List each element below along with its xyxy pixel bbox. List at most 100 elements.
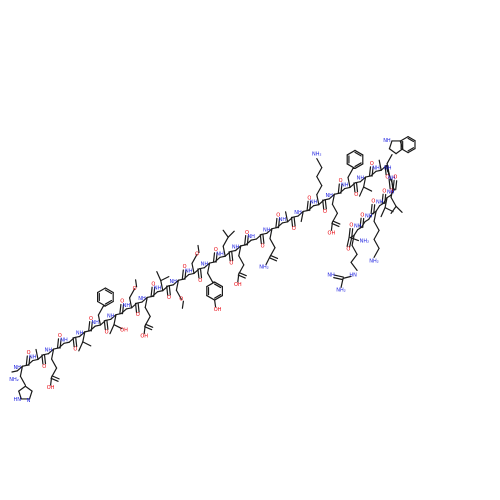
backbone-bond — [364, 218, 370, 223]
side-chain-bond — [113, 314, 117, 326]
aromatic-ring-bond — [214, 294, 223, 301]
carboxyl-bond — [238, 272, 247, 277]
backbone-bond — [203, 262, 211, 269]
carbonyl-oxygen-label: O — [360, 212, 364, 218]
backbone-bond — [375, 169, 382, 172]
carbonyl-bond — [106, 319, 109, 330]
bond-layer — [11, 136, 416, 400]
amide-nitrogen-label: NH — [216, 251, 224, 257]
aromatic-ring-bond — [354, 163, 364, 170]
side-chain-bond — [207, 262, 211, 274]
side-chain-bond — [238, 255, 245, 266]
side-chain-bond — [129, 297, 133, 309]
backbone-bond — [63, 341, 70, 344]
amide-nitrogen-label: NH — [294, 210, 302, 216]
carbonyl-oxygen-label: O — [120, 299, 124, 305]
amide-nitrogen-label: NH — [107, 313, 115, 319]
imidazole-bond — [24, 385, 33, 392]
carboxyl-bond — [50, 377, 59, 382]
side-chain-bond — [347, 176, 351, 189]
carbonyl-oxygen-label: O — [292, 226, 296, 232]
side-chain-bond — [390, 196, 397, 207]
c-terminal-amide-label: NH₂ — [360, 239, 370, 245]
backbone-bond — [27, 359, 34, 366]
side-chain-bond — [331, 203, 338, 214]
aromatic-ring-bond — [206, 294, 216, 301]
carbonyl-bond — [293, 216, 296, 227]
carbonyl-bond — [231, 250, 234, 262]
carbonyl-bond — [373, 204, 376, 215]
aromatic-ring-bond — [97, 287, 107, 294]
guanidine-bond — [333, 274, 344, 278]
backbone-bond — [375, 205, 381, 212]
amide-nitrogen-label: NH — [123, 303, 131, 309]
aromatic-ring-bond — [346, 163, 356, 170]
indole-bond — [388, 148, 397, 155]
backbone-bond — [385, 165, 389, 172]
carbonyl-oxygen-label: O — [307, 195, 311, 201]
carbonyl-bond — [153, 286, 156, 298]
carbonyl-oxygen-label: O — [323, 209, 327, 215]
side-chain-bond — [373, 238, 380, 249]
carbonyl-oxygen-label: O — [167, 295, 171, 301]
aromatic-ring-bond — [104, 287, 114, 294]
carboxyl-bond — [143, 324, 146, 335]
side-chain-bond — [395, 205, 403, 213]
amide-nitrogen-label: NH — [232, 244, 240, 250]
amide-nitrogen-label: NH — [310, 200, 318, 206]
side-chain-bond — [129, 288, 136, 299]
amide-nitrogen-label: NH — [60, 337, 68, 343]
side-chain-bond — [109, 324, 115, 335]
backbone-bond — [266, 228, 273, 234]
side-chain-bond — [316, 176, 323, 187]
carboxyl-bond — [145, 323, 154, 328]
carbonyl-bond — [134, 302, 138, 313]
carbonyl-bond — [388, 178, 391, 190]
backbone-bond — [276, 222, 283, 229]
backbone-bond — [16, 365, 23, 372]
backbone-bond — [359, 176, 367, 183]
carboxyl-bond — [237, 274, 246, 279]
carbonyl-bond — [150, 286, 153, 297]
side-chain-bond — [191, 253, 198, 265]
carbonyl-oxygen-label: O — [183, 264, 187, 270]
side-chain-bond — [384, 207, 394, 213]
side-chain-bond — [351, 234, 355, 246]
side-chain-bond — [82, 341, 92, 347]
carbonyl-bond — [121, 304, 125, 315]
carbonyl-bond — [262, 233, 265, 244]
carbonyl-bond — [355, 182, 359, 193]
terminal-carbonyl-bond — [346, 236, 350, 247]
carbonyl-bond — [90, 321, 93, 332]
side-chain-bond — [175, 279, 179, 291]
side-chain-bond — [191, 262, 195, 275]
side-chain-bond — [207, 272, 214, 283]
carbonyl-bond — [351, 228, 354, 239]
carbonyl-bond — [322, 199, 325, 210]
aromatic-ring-bond — [214, 283, 222, 289]
carbonyl-oxygen-label: O — [229, 261, 233, 267]
amide-nitrogen-label: NH — [154, 286, 162, 292]
carbonyl-oxygen-label: O — [136, 312, 140, 318]
amide-nitrogen-label: NH — [384, 165, 392, 171]
side-chain-bond — [331, 193, 335, 205]
amide-bond — [268, 257, 278, 262]
side-chain-bond — [347, 167, 354, 179]
side-chain-bond — [82, 331, 86, 343]
hydroxyl-label: OH — [120, 328, 128, 334]
side-chain-bond — [181, 300, 184, 309]
guanidine-amine-label: NH₂ — [336, 287, 346, 293]
terminal-carbonyl-bond — [349, 237, 353, 248]
aromatic-ring-bond — [354, 162, 362, 168]
backbone-bond — [214, 256, 221, 263]
carbonyl-bond — [212, 252, 216, 263]
backbone-bond — [120, 308, 128, 315]
carbonyl-bond — [362, 217, 365, 229]
backbone-bond — [313, 204, 320, 207]
side-chain-bond — [222, 236, 229, 247]
amide-nitrogen-label: NH — [387, 189, 395, 195]
amide-nitrogen-label: NH — [263, 227, 271, 233]
side-chain-bond — [19, 375, 26, 386]
backbone-bond — [379, 202, 384, 207]
amide-nitrogen-label: NH — [341, 183, 349, 189]
